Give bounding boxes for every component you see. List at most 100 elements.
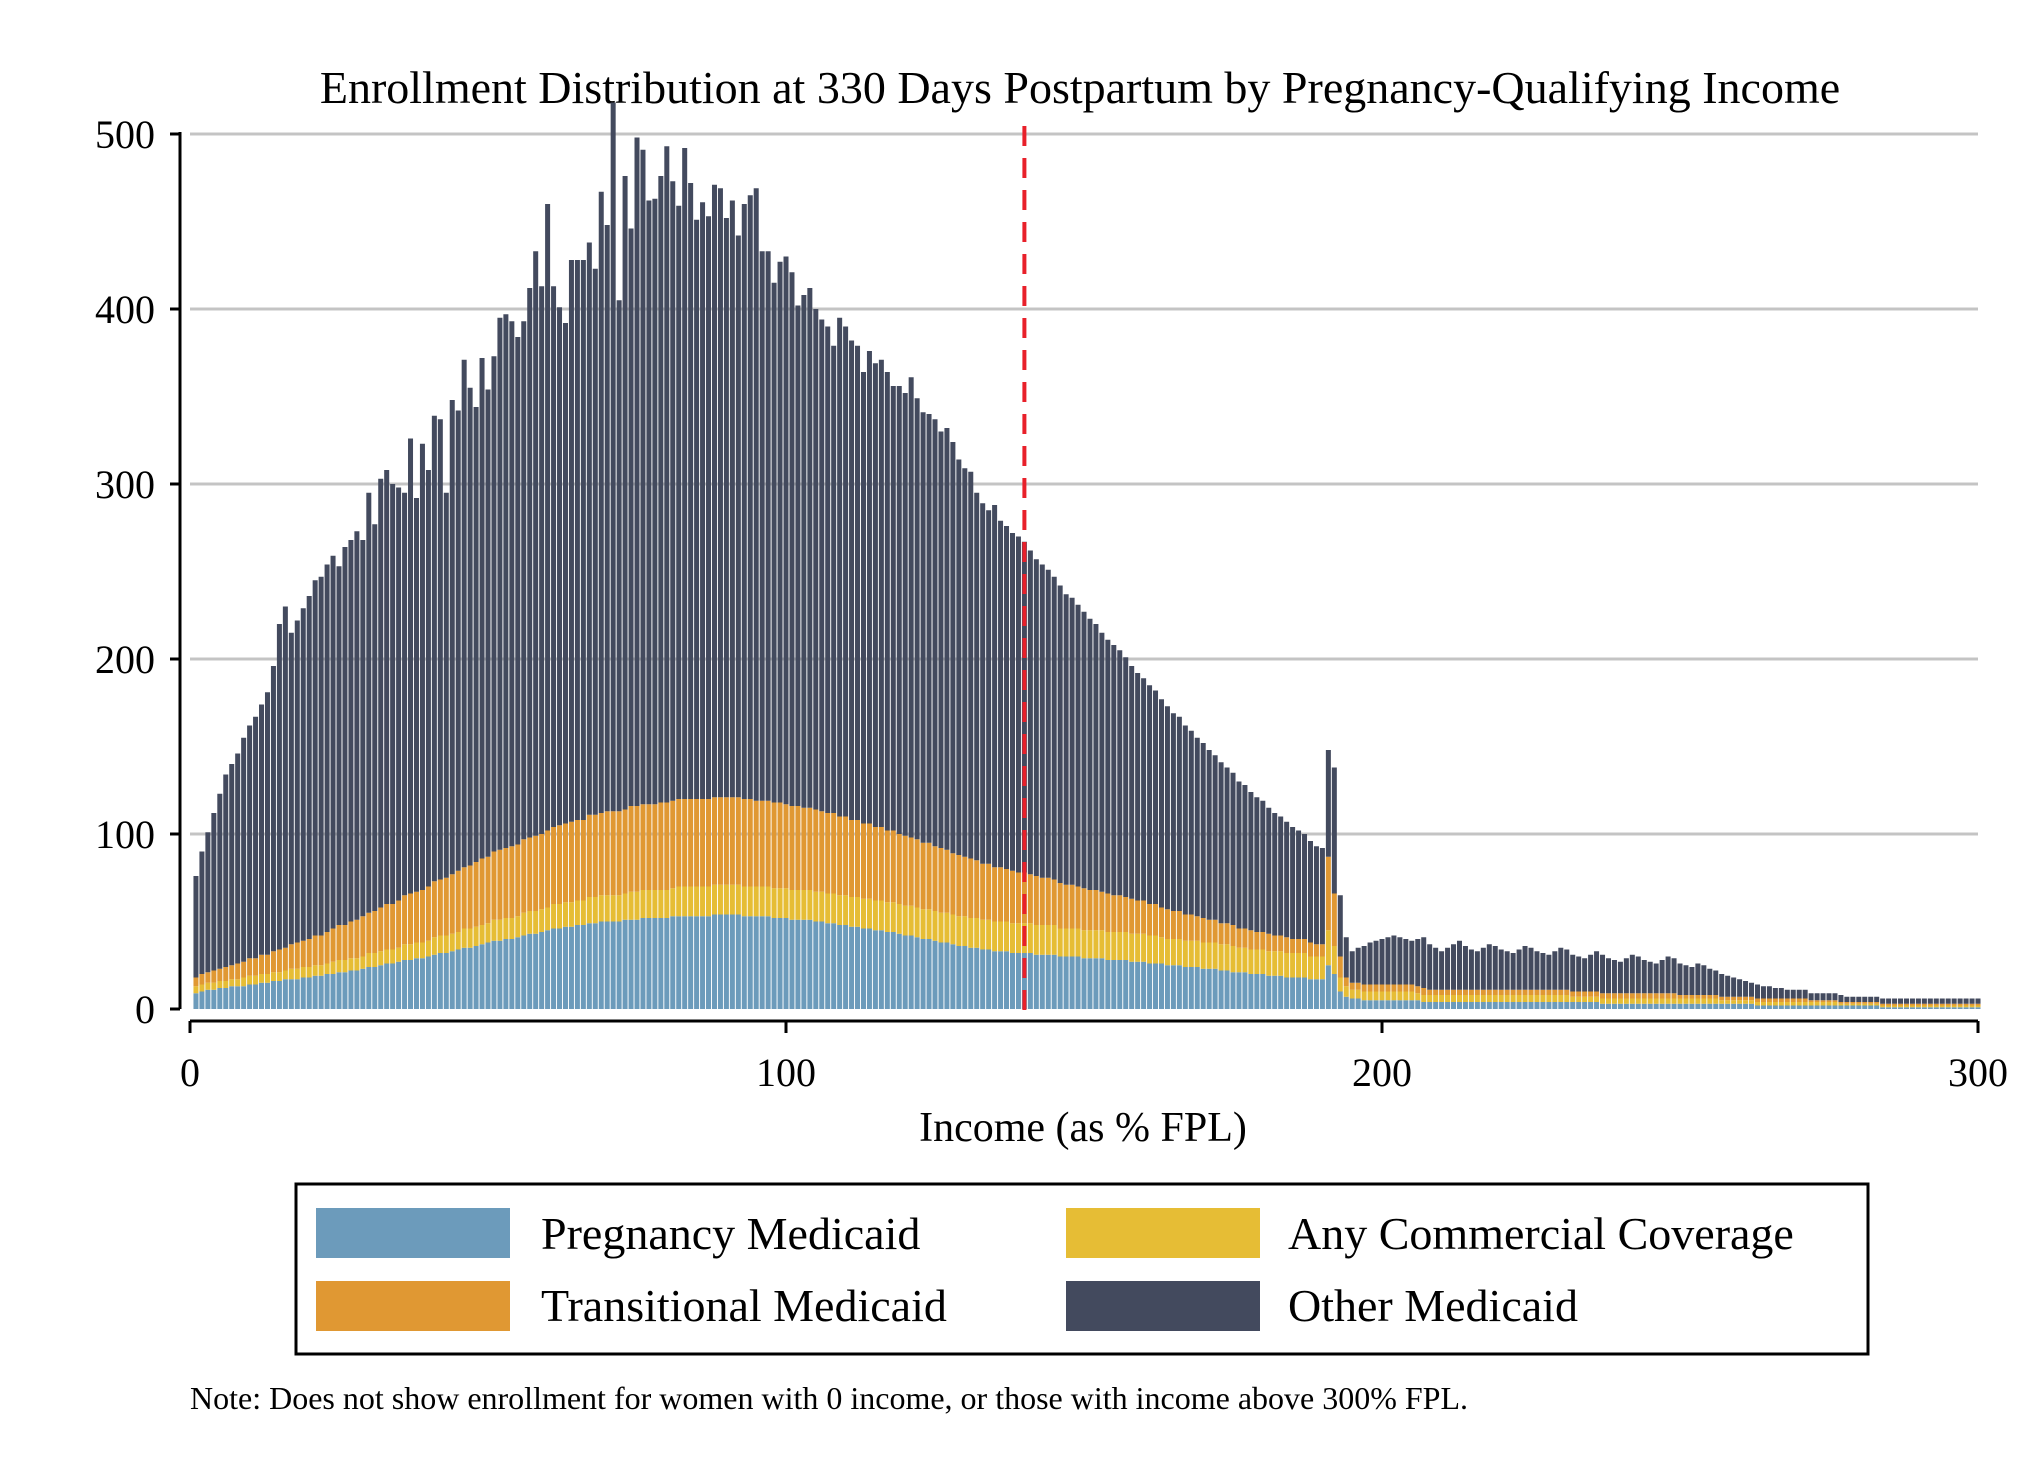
bar-segment-transitional-medicaid (1582, 991, 1588, 997)
bar-segment-transitional-medicaid (843, 816, 849, 896)
bar-segment-any-commercial-coverage (1611, 998, 1617, 1004)
bar-segment-transitional-medicaid (1391, 984, 1397, 992)
bar-segment-pregnancy-medicaid (1081, 958, 1087, 1009)
bar-segment-other-medicaid (986, 510, 992, 864)
bar-segment-pregnancy-medicaid (503, 939, 509, 1009)
bar-segment-other-medicaid (217, 793, 223, 969)
bar-segment-any-commercial-coverage (437, 935, 443, 953)
bar-segment-transitional-medicaid (354, 919, 360, 959)
bar-segment-transitional-medicaid (1325, 856, 1331, 931)
bar-segment-transitional-medicaid (497, 849, 503, 920)
bar-segment-pregnancy-medicaid (735, 914, 741, 1009)
bar-segment-other-medicaid (1385, 937, 1391, 985)
bar-segment-other-medicaid (294, 620, 300, 943)
bar-segment-any-commercial-coverage (1909, 1005, 1915, 1008)
bar-segment-pregnancy-medicaid (1439, 1002, 1445, 1009)
bar-segment-pregnancy-medicaid (425, 956, 431, 1009)
bar-segment-any-commercial-coverage (688, 886, 694, 917)
bar-segment-other-medicaid (890, 386, 896, 831)
bar-segment-transitional-medicaid (557, 825, 563, 904)
bar-segment-other-medicaid (1546, 954, 1552, 990)
bar-segment-any-commercial-coverage (694, 886, 700, 917)
bar-segment-other-medicaid (1772, 988, 1778, 999)
bar-segment-other-medicaid (1629, 954, 1635, 994)
bar-segment-other-medicaid (1933, 998, 1939, 1004)
bar-segment-any-commercial-coverage (1391, 991, 1397, 1001)
bar-segment-any-commercial-coverage (211, 982, 217, 990)
bar-segment-pregnancy-medicaid (574, 925, 580, 1009)
bar-segment-pregnancy-medicaid (1325, 965, 1331, 1009)
bar-segment-other-medicaid (1892, 998, 1898, 1004)
bar-segment-any-commercial-coverage (1051, 925, 1057, 955)
bar-segment-pregnancy-medicaid (1451, 1002, 1457, 1009)
bar-segment-pregnancy-medicaid (1808, 1005, 1814, 1009)
bar-segment-other-medicaid (1754, 984, 1760, 999)
bar-segment-other-medicaid (1903, 998, 1909, 1004)
bar-segment-pregnancy-medicaid (1552, 1002, 1558, 1009)
bar-segment-any-commercial-coverage (992, 921, 998, 952)
bar-segment-pregnancy-medicaid (497, 940, 503, 1009)
bar-segment-pregnancy-medicaid (1492, 1002, 1498, 1009)
bar-segment-other-medicaid (1635, 956, 1641, 994)
bar-segment-transitional-medicaid (878, 827, 884, 901)
bar-segment-other-medicaid (562, 323, 568, 824)
bar-segment-pregnancy-medicaid (1468, 1002, 1474, 1009)
bar-segment-pregnancy-medicaid (1075, 956, 1081, 1009)
bar-segment-other-medicaid (1653, 963, 1659, 994)
bar-segment-transitional-medicaid (652, 804, 658, 890)
bar-segment-pregnancy-medicaid (1659, 1003, 1665, 1009)
bar-segment-other-medicaid (1719, 974, 1725, 997)
bar-segment-any-commercial-coverage (866, 898, 872, 929)
bar-segment-pregnancy-medicaid (1272, 975, 1278, 1009)
bar-segment-any-commercial-coverage (1212, 942, 1218, 969)
x-tick-label: 0 (180, 1050, 200, 1095)
bar-segment-other-medicaid (1594, 951, 1600, 992)
bar-segment-transitional-medicaid (533, 835, 539, 911)
bar-segment-other-medicaid (574, 260, 580, 820)
bar-segment-transitional-medicaid (837, 816, 843, 896)
bar-segment-any-commercial-coverage (1057, 928, 1063, 957)
bar-segment-pregnancy-medicaid (711, 914, 717, 1009)
bar-segment-any-commercial-coverage (1665, 998, 1671, 1004)
bar-segment-any-commercial-coverage (771, 888, 777, 918)
bar-segment-other-medicaid (717, 188, 723, 798)
bar-segment-any-commercial-coverage (1939, 1005, 1945, 1008)
bar-segment-any-commercial-coverage (455, 932, 461, 950)
bar-segment-pregnancy-medicaid (360, 968, 366, 1009)
bar-segment-any-commercial-coverage (878, 900, 884, 931)
bar-segment-any-commercial-coverage (729, 884, 735, 915)
bar-segment-other-medicaid (1814, 993, 1820, 1001)
bar-segment-other-medicaid (753, 188, 759, 801)
bar-segment-pregnancy-medicaid (580, 925, 586, 1009)
bar-segment-other-medicaid (1284, 821, 1290, 938)
bar-segment-other-medicaid (795, 305, 801, 806)
bar-segment-any-commercial-coverage (1200, 942, 1206, 969)
bar-segment-other-medicaid (1218, 762, 1224, 924)
bar-segment-other-medicaid (1439, 951, 1445, 990)
bar-segment-other-medicaid (783, 256, 789, 805)
bar-segment-other-medicaid (1433, 947, 1439, 990)
bar-segment-transitional-medicaid (759, 800, 765, 887)
bar-segment-pregnancy-medicaid (509, 939, 515, 1009)
bar-segment-pregnancy-medicaid (1921, 1007, 1927, 1009)
bar-segment-pregnancy-medicaid (1307, 979, 1313, 1009)
bar-segment-any-commercial-coverage (521, 912, 527, 936)
bar-segment-pregnancy-medicaid (1605, 1003, 1611, 1009)
bar-segment-other-medicaid (819, 319, 825, 812)
bar-segment-any-commercial-coverage (396, 947, 402, 962)
bar-segment-pregnancy-medicaid (1719, 1003, 1725, 1009)
bar-segment-pregnancy-medicaid (729, 914, 735, 1009)
bar-segment-transitional-medicaid (1379, 984, 1385, 992)
bar-segment-any-commercial-coverage (282, 970, 288, 980)
bar-segment-transitional-medicaid (1802, 998, 1808, 1002)
bar-segment-pregnancy-medicaid (1337, 991, 1343, 1009)
bar-segment-pregnancy-medicaid (413, 958, 419, 1009)
bar-segment-any-commercial-coverage (1588, 996, 1594, 1002)
bar-segment-any-commercial-coverage (413, 942, 419, 959)
bar-segment-other-medicaid (1760, 986, 1766, 999)
bar-segment-any-commercial-coverage (962, 916, 968, 946)
bar-segment-any-commercial-coverage (1272, 951, 1278, 976)
bar-segment-any-commercial-coverage (461, 928, 467, 948)
bar-segment-other-medicaid (1951, 998, 1957, 1004)
bar-segment-other-medicaid (1474, 951, 1480, 990)
